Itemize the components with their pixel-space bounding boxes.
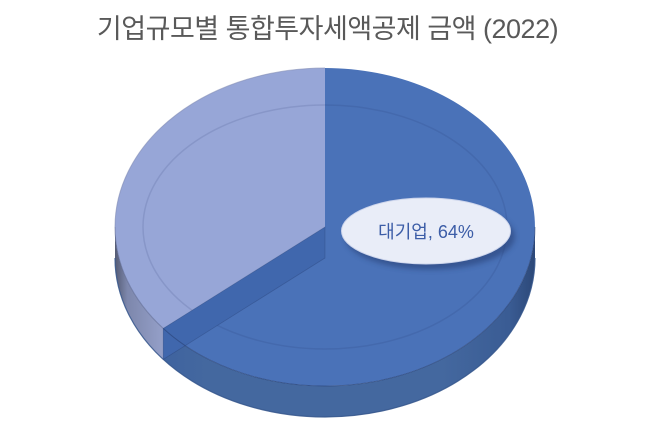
pie-slice-remainder-side-face	[114, 227, 164, 360]
pie-front-rim-edge-dark	[162, 226, 536, 387]
pie-slice-large-companies-side-face	[163, 227, 535, 418]
callout-bubble	[341, 197, 511, 265]
callout-label: 대기업, 64%	[378, 222, 474, 242]
chart-title: 기업규모별 통합투자세액공제 금액 (2022)	[96, 14, 559, 44]
pie-bottom-rim-line	[114, 257, 536, 418]
pie-slice-remainder-top	[114, 67, 325, 329]
pie-back-rim-edge-light	[114, 67, 326, 228]
pie-front-rim-edge-light	[114, 226, 164, 329]
pie-cut-face	[162, 226, 326, 361]
